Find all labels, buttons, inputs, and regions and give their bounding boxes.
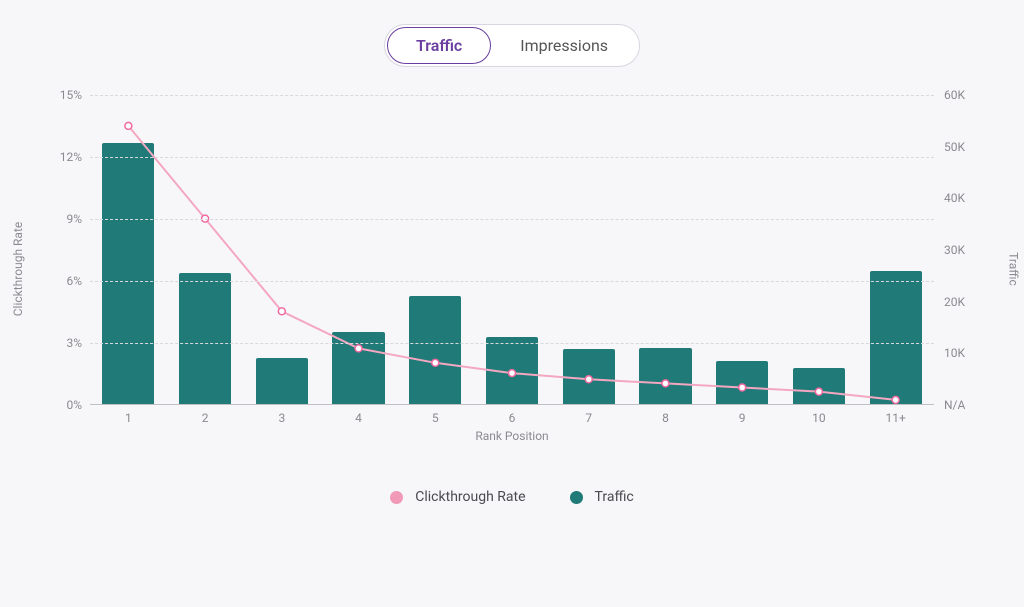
y-left-tick: 3% <box>66 337 82 349</box>
grid-line <box>90 219 934 220</box>
y-left-tick: 12% <box>60 151 82 163</box>
legend-swatch <box>390 491 403 504</box>
y-right-tick: 50K <box>944 141 965 153</box>
bar-9[interactable] <box>716 361 768 404</box>
grid-line <box>90 157 934 158</box>
segment-impressions[interactable]: Impressions <box>491 27 637 64</box>
chart-legend: Clickthrough Rate Traffic <box>0 489 1024 505</box>
bar-7[interactable] <box>563 349 615 404</box>
chart-area: Clickthrough Rate Traffic 0%3%6%9%12%15%… <box>32 95 992 443</box>
legend-label: Traffic <box>595 489 634 505</box>
x-tick: 3 <box>278 411 285 425</box>
bar-8[interactable] <box>639 348 691 404</box>
segmented-control-wrap: TrafficImpressions <box>0 24 1024 67</box>
bar-10[interactable] <box>793 368 845 404</box>
bar-6[interactable] <box>486 337 538 404</box>
bar-5[interactable] <box>409 296 461 405</box>
x-tick: 4 <box>355 411 362 425</box>
legend-item-clickthrough-rate[interactable]: Clickthrough Rate <box>390 489 525 505</box>
legend-label: Clickthrough Rate <box>415 489 525 505</box>
y-right-tick: 60K <box>944 89 965 101</box>
segment-traffic[interactable]: Traffic <box>387 27 491 64</box>
chart-plot: 0%3%6%9%12%15%N/A10K20K30K40K50K60K <box>90 95 934 405</box>
x-tick: 11+ <box>885 411 905 425</box>
y-left-tick: 9% <box>66 213 82 225</box>
y-right-tick: 40K <box>944 192 965 204</box>
y-left-tick: 15% <box>60 89 82 101</box>
x-tick: 7 <box>585 411 592 425</box>
grid-line <box>90 95 934 96</box>
y-right-tick: 30K <box>944 244 965 256</box>
y-right-tick: N/A <box>944 399 965 411</box>
x-tick: 9 <box>739 411 746 425</box>
x-axis-ticks: 1 2 3 4 5 6 7 8 9 10 11+ <box>90 405 934 427</box>
x-tick: 8 <box>662 411 669 425</box>
y-right-tick: 20K <box>944 296 965 308</box>
x-tick: 10 <box>812 411 826 425</box>
grid-line <box>90 281 934 282</box>
bar-1[interactable] <box>102 143 154 404</box>
x-tick: 1 <box>125 411 132 425</box>
y-left-tick: 6% <box>66 275 82 287</box>
x-axis-label: Rank Position <box>32 429 992 443</box>
bar-3[interactable] <box>256 358 308 405</box>
x-tick: 5 <box>432 411 439 425</box>
x-tick: 2 <box>202 411 209 425</box>
chart-dashboard: TrafficImpressions Clickthrough Rate Tra… <box>0 0 1024 607</box>
y-left-axis-label: Clickthrough Rate <box>11 222 25 317</box>
grid-line <box>90 343 934 344</box>
bar-layer <box>90 95 934 404</box>
bar-2[interactable] <box>179 273 231 404</box>
x-tick: 6 <box>509 411 516 425</box>
bar-11+[interactable] <box>870 271 922 404</box>
y-right-tick: 10K <box>944 347 965 359</box>
y-left-tick: 0% <box>66 399 82 411</box>
legend-item-traffic[interactable]: Traffic <box>570 489 634 505</box>
segmented-control: TrafficImpressions <box>384 24 640 67</box>
legend-swatch <box>570 491 583 504</box>
y-right-axis-label: Traffic <box>1007 252 1021 286</box>
